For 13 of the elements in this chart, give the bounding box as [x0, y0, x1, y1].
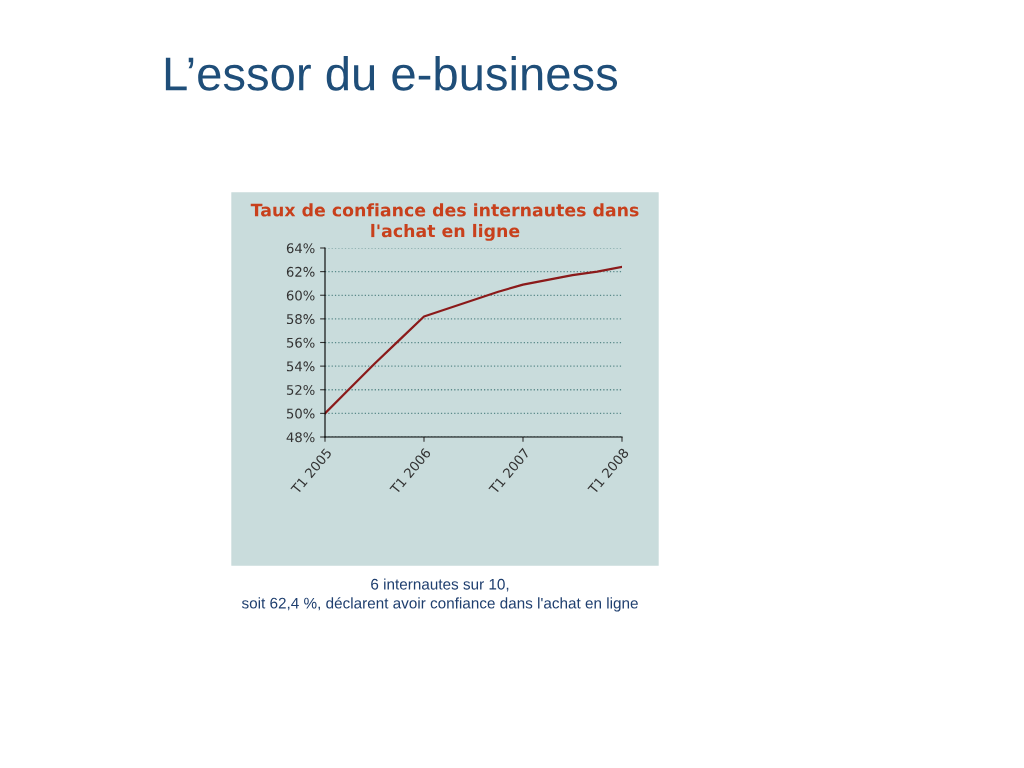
y-tick-label: 50% — [286, 408, 315, 419]
y-tick-label: 60% — [286, 290, 315, 301]
y-tick-label: 58% — [286, 314, 315, 325]
chart-subtitle: Taux de confiance des internautes dans l'achat en ligne — [250, 203, 639, 241]
line-series — [325, 265, 622, 415]
y-tick-label: 54% — [286, 361, 315, 372]
y-tick-label: 62% — [286, 266, 315, 277]
y-tick-label: 48% — [286, 432, 315, 443]
chart-title: L’essor du e-business — [165, 55, 618, 91]
y-tick-label: 64% — [286, 243, 315, 254]
y-tick-label: 52% — [286, 384, 315, 395]
text: 6 internautes sur 10, soit 62,4 %, déclarent avoir confiance dans l'achat en ligne — [241, 578, 638, 612]
y-tick-label: 56% — [286, 337, 315, 348]
